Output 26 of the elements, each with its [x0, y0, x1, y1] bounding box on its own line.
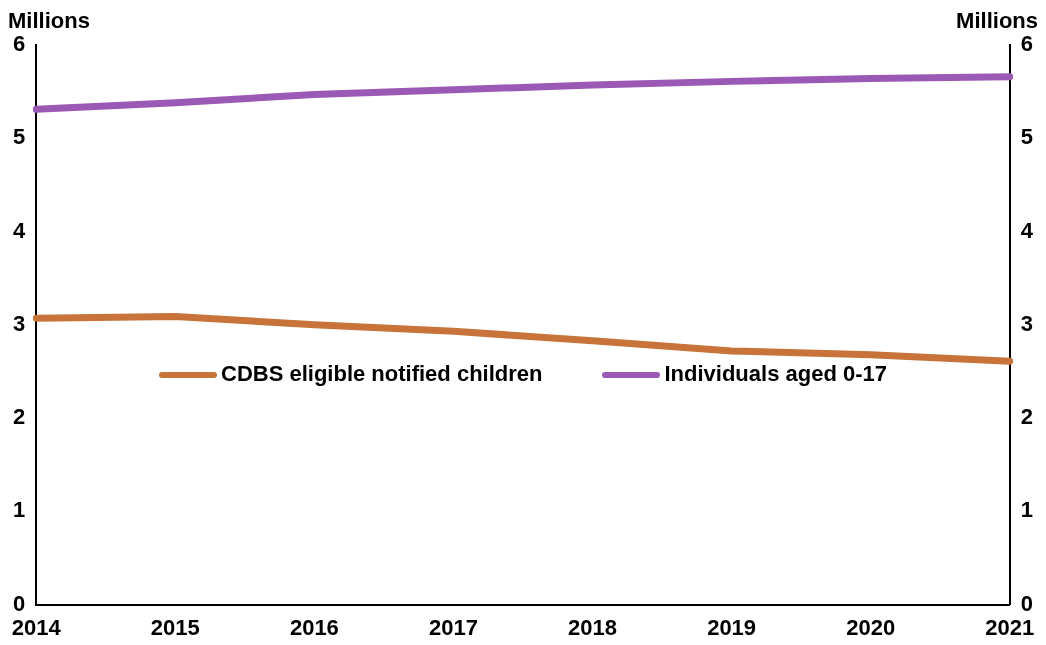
x-tick-label: 2017 [428, 614, 478, 640]
y-axis-title: Millions [8, 8, 90, 34]
x-tick-label: 2019 [707, 614, 757, 640]
y2-tick-label: 3 [1020, 310, 1034, 336]
y-tick-label: 4 [12, 217, 26, 243]
y-tick-label: 1 [12, 497, 26, 523]
y-tick-label: 2 [12, 404, 26, 430]
y-tick-label: 6 [12, 31, 26, 57]
y-tick-label: 3 [12, 310, 26, 336]
y2-tick-label: 4 [1020, 217, 1034, 243]
y2-tick-label: 1 [1020, 497, 1034, 523]
x-tick-label: 2015 [150, 614, 200, 640]
x-tick-label: 2016 [289, 614, 339, 640]
x-tick-label: 2020 [846, 614, 896, 640]
legend-label: Individuals aged 0-17 [663, 361, 887, 388]
y2-axis-title: Millions [956, 8, 1038, 34]
y-tick-label: 5 [12, 124, 26, 150]
x-tick-label: 2018 [568, 614, 618, 640]
y-tick-label: 0 [12, 590, 26, 616]
x-tick-label: 2014 [11, 614, 62, 640]
y2-tick-label: 0 [1020, 590, 1034, 616]
y2-tick-label: 2 [1020, 404, 1034, 430]
y2-tick-label: 6 [1020, 31, 1034, 57]
x-tick-label: 2021 [985, 614, 1035, 640]
y2-tick-label: 5 [1020, 124, 1034, 150]
legend-label: CDBS eligible notified children [220, 361, 543, 388]
